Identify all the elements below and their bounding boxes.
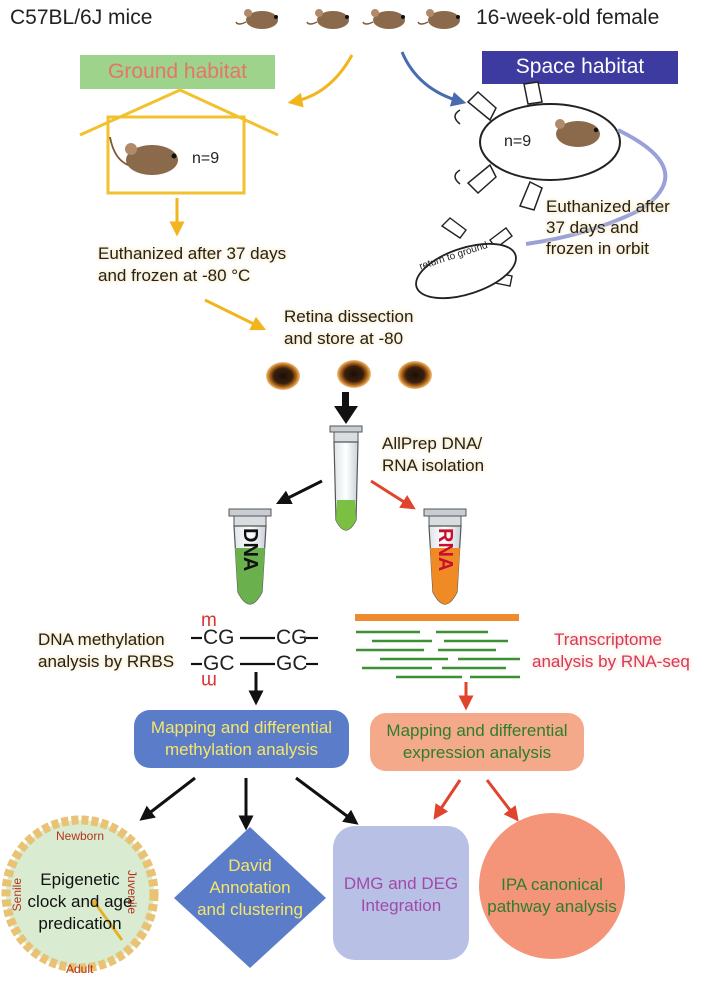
mapping-expression-line1: Mapping and differential: [386, 721, 568, 740]
ground-euthanize-line2: and frozen at -80 °C: [98, 266, 251, 285]
bottom-strand-gc-1: GC: [203, 652, 235, 675]
david-line3: and clustering: [197, 900, 303, 919]
retina-eye-icons: [266, 360, 432, 390]
mapping-methylation-line2: methylation analysis: [164, 740, 319, 759]
dna-strands: [191, 636, 318, 666]
bottom-strand-gc-2: GC: [276, 652, 308, 675]
space-euthanize-line3: frozen in orbit: [546, 239, 649, 258]
space-mouse-icon: [555, 119, 600, 147]
ipa-circle: [479, 813, 625, 959]
arrow-to-retina: [204, 298, 267, 331]
rna-seq-reads: [355, 614, 520, 679]
rna-tube-label: RNA: [434, 528, 456, 572]
clock-juvenile-label: Juvenile: [125, 870, 139, 915]
mouse-icon-4: [417, 9, 460, 29]
dna-tube-label: DNA: [239, 528, 261, 572]
clock-adult-label: Adult: [66, 962, 94, 976]
space-euthanize-line2: 37 days and: [546, 218, 639, 237]
transcriptome-line1: Transcriptome: [554, 630, 663, 649]
isolation-line1: AllPrep DNA/: [382, 434, 483, 453]
space-habitat-label: Space habitat: [515, 55, 645, 78]
mouse-icon-3: [362, 9, 405, 29]
mapping-expression-box: [370, 713, 584, 771]
ground-habitat-label: Ground habitat: [108, 60, 247, 83]
david-line2: Annotation: [209, 878, 291, 897]
ground-mouse-icon: [109, 136, 178, 175]
mouse-strain-label: C57BL/6J mice: [10, 6, 153, 29]
arrow-to-dna: [275, 479, 323, 505]
mouse-description-label: 16-week-old female: [476, 6, 660, 29]
transcriptome-line2: analysis by RNA-seq: [532, 652, 690, 671]
ground-n-label: n=9: [192, 150, 220, 167]
isolation-tube-icon: [329, 425, 363, 531]
ground-habitat-label-box: [80, 55, 275, 89]
top-strand-cg-1: CG: [203, 626, 235, 649]
space-n-label: n=9: [504, 133, 532, 150]
methylation-line1: DNA methylation: [38, 630, 165, 649]
arrow-methylation-to-integration: [295, 776, 359, 825]
arrow-expression-to-integration: [433, 779, 462, 820]
arrow-to-ground: [287, 54, 354, 108]
ipa-line1: IPA canonical: [501, 875, 603, 894]
clock-line3: predication: [38, 914, 122, 933]
dna-tube-icon: [228, 508, 272, 605]
ground-habitat-house: [79, 88, 279, 195]
integration-line2: Integration: [360, 896, 442, 915]
space-habitat-label-box: [482, 51, 678, 84]
eye-icon-3: [398, 361, 432, 389]
mouse-icon-2: [306, 9, 349, 29]
eye-icon-1: [266, 362, 300, 390]
integration-box: [333, 826, 469, 960]
orbit-trajectory: [525, 128, 668, 246]
ground-euthanize-line1: Euthanized after 37 days: [98, 244, 287, 263]
methylation-mark-top: m: [201, 610, 217, 631]
return-capsule: [415, 217, 517, 300]
space-habitat-station: [454, 81, 621, 211]
methylation-line2: analysis by RRBS: [38, 652, 175, 671]
ipa-line2: pathway analysis: [487, 897, 617, 916]
retina-line1: Retina dissection: [284, 307, 414, 326]
clock-line1: Epigenetic: [40, 870, 120, 889]
david-diamond: [174, 827, 326, 968]
arrow-to-ipa: [485, 779, 519, 822]
mapping-methylation-box: [134, 710, 349, 768]
mapping-expression-line2: expression analysis: [402, 743, 552, 762]
rna-tube-icon: [423, 508, 467, 605]
arrow-to-space: [400, 51, 467, 107]
arrow-to-rna: [370, 479, 416, 510]
mapping-methylation-line1: Mapping and differential: [150, 718, 333, 737]
top-strand-cg-2: CG: [276, 626, 308, 649]
integration-line1: DMG and DEG: [343, 874, 459, 893]
clock-newborn-label: Newborn: [56, 829, 105, 843]
arrow-to-isolation: [334, 392, 358, 424]
eye-icon-2: [337, 360, 371, 388]
mouse-icon-1: [235, 9, 278, 29]
arrow-to-clock: [139, 776, 196, 821]
space-euthanize-line1: Euthanized after: [546, 197, 670, 216]
david-line1: David: [228, 856, 272, 875]
retina-line2: and store at -80: [284, 329, 404, 348]
isolation-line2: RNA isolation: [382, 456, 485, 475]
clock-line2: clock and age: [27, 892, 133, 911]
epigenetic-clock: [1, 815, 159, 973]
